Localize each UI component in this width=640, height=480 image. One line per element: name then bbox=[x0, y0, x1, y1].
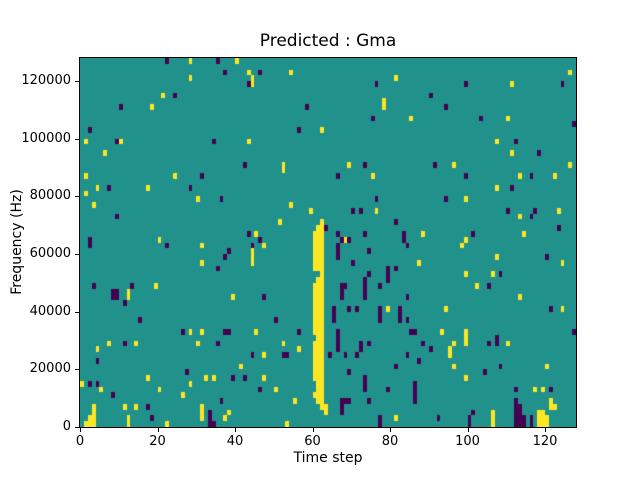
y-tick-label: 20000 bbox=[29, 361, 71, 377]
chart-title: Predicted : Gma bbox=[259, 31, 397, 51]
x-tick-label: 100 bbox=[455, 434, 480, 449]
x-tick-label: 120 bbox=[532, 434, 558, 449]
x-tick-mark bbox=[545, 428, 546, 432]
y-tick-label: 80000 bbox=[29, 188, 71, 204]
x-tick-label: 40 bbox=[226, 434, 244, 449]
y-tick-label: 120000 bbox=[21, 73, 71, 89]
y-axis-label: Frequency (Hz) bbox=[9, 189, 25, 295]
y-tick-mark bbox=[75, 427, 79, 428]
x-tick-mark bbox=[235, 428, 236, 432]
y-tick-mark bbox=[75, 254, 79, 255]
heatmap-image bbox=[80, 58, 576, 427]
x-tick-label: 20 bbox=[149, 434, 166, 449]
y-tick-mark bbox=[75, 312, 79, 313]
x-tick-mark bbox=[390, 428, 391, 432]
y-tick-mark bbox=[75, 81, 79, 82]
y-tick-label: 40000 bbox=[29, 303, 71, 319]
x-tick-mark bbox=[468, 428, 469, 432]
y-tick-label: 60000 bbox=[29, 246, 71, 262]
x-tick-mark bbox=[313, 428, 314, 432]
axes-spines bbox=[79, 57, 577, 428]
x-tick-label: 0 bbox=[75, 434, 85, 449]
x-tick-mark bbox=[80, 428, 81, 432]
y-tick-label: 100000 bbox=[21, 130, 71, 146]
x-tick-mark bbox=[158, 428, 159, 432]
y-tick-mark bbox=[75, 196, 79, 197]
y-tick-mark bbox=[75, 139, 79, 140]
y-tick-mark bbox=[75, 369, 79, 370]
x-tick-label: 60 bbox=[304, 434, 321, 449]
x-axis-label: Time step bbox=[293, 450, 363, 466]
y-tick-label: 0 bbox=[62, 419, 71, 434]
x-tick-label: 80 bbox=[381, 434, 399, 449]
